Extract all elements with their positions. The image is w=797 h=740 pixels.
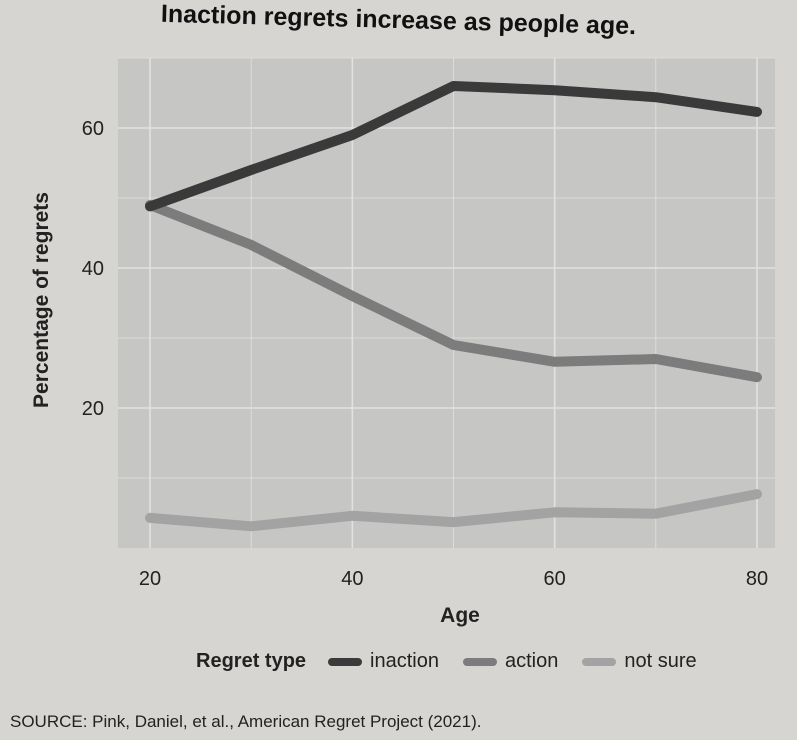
legend-label: inaction	[370, 650, 439, 672]
y-tick-label: 20	[82, 398, 104, 420]
series-line-action	[145, 200, 762, 383]
legend-swatch	[462, 657, 497, 666]
y-tick-label: 40	[82, 258, 104, 280]
x-tick-label: 40	[341, 568, 363, 590]
legend-item-not-sure: not sure	[582, 650, 697, 673]
legend-title: Regret type	[196, 650, 307, 672]
y-axis-label: Percentage of regrets	[30, 192, 53, 408]
x-tick-label: 80	[746, 568, 768, 590]
legend-label: action	[504, 650, 559, 672]
legend: Regret type inaction action not sure	[196, 650, 721, 673]
x-tick-label: 60	[544, 568, 566, 590]
legend-swatch	[582, 657, 617, 666]
legend-label: not sure	[624, 650, 697, 672]
legend-swatch	[328, 657, 363, 666]
legend-item-inaction: inaction	[328, 650, 439, 673]
x-axis-label: Age	[440, 604, 480, 627]
legend-item-action: action	[462, 650, 559, 673]
source-note: SOURCE: Pink, Daniel, et al., American R…	[10, 712, 482, 731]
series-line-inaction	[145, 81, 762, 212]
x-tick-label: 20	[139, 568, 161, 590]
plot-background	[118, 58, 775, 548]
y-tick-label: 60	[82, 118, 104, 140]
series-line-not-sure	[145, 489, 762, 532]
